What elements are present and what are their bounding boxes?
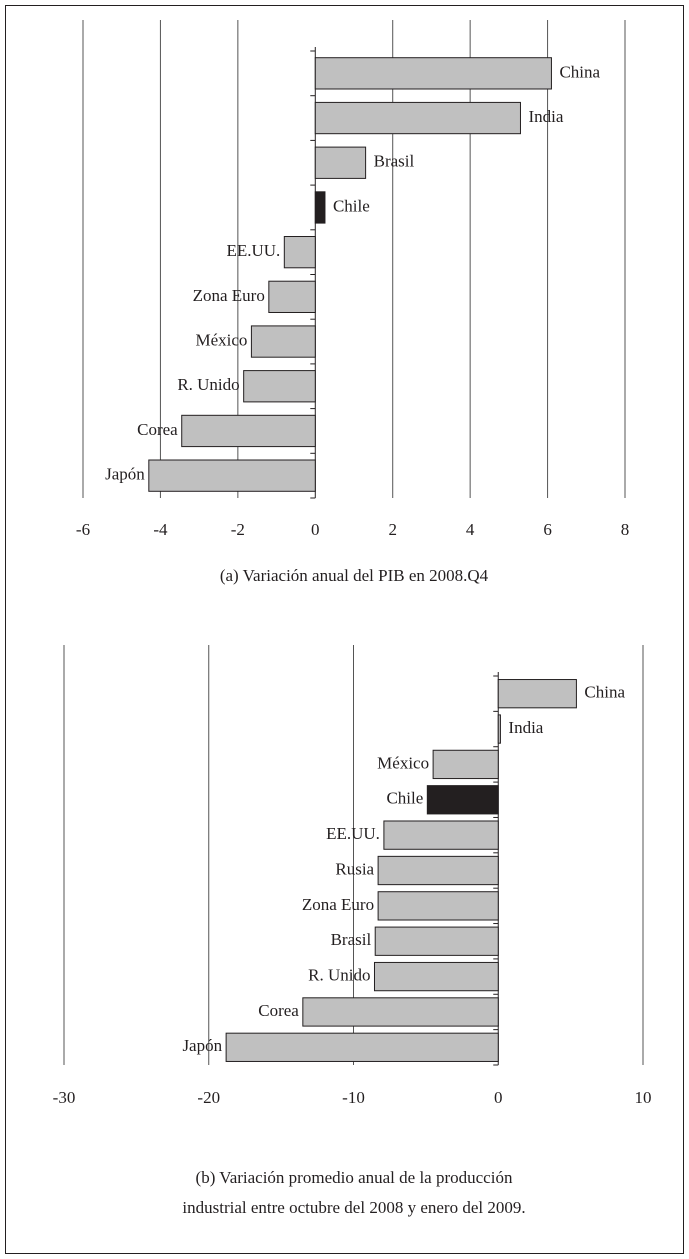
bar-label: Corea xyxy=(258,1001,299,1020)
x-tick-label: -10 xyxy=(342,1088,365,1107)
bar xyxy=(243,370,316,403)
bar-label: Brasil xyxy=(331,930,372,949)
x-tick-label: 8 xyxy=(621,520,630,539)
bar-label: Corea xyxy=(137,420,178,439)
bar xyxy=(314,57,552,90)
bar xyxy=(283,236,316,269)
bar xyxy=(225,1032,499,1062)
bar xyxy=(314,191,326,224)
x-tick-label: 6 xyxy=(543,520,552,539)
x-tick-label: -4 xyxy=(153,520,168,539)
bar xyxy=(374,926,499,956)
bar xyxy=(377,855,499,886)
bar xyxy=(268,280,316,313)
bar-label: México xyxy=(377,753,429,772)
bar xyxy=(497,714,501,744)
bar-label: EE.UU. xyxy=(326,824,380,843)
bar-label: R. Unido xyxy=(308,965,370,984)
bar-label: Japón xyxy=(105,465,145,484)
bar-label: Chile xyxy=(333,196,370,215)
x-tick-label: 0 xyxy=(311,520,320,539)
bar-label: China xyxy=(584,683,625,702)
bar-label: México xyxy=(195,330,247,349)
chart-caption: industrial entre octubre del 2008 y ener… xyxy=(182,1198,525,1217)
bar xyxy=(302,997,499,1027)
bar xyxy=(383,820,499,850)
x-tick-label: 4 xyxy=(466,520,475,539)
x-tick-label: -6 xyxy=(76,520,90,539)
bar-label: EE.UU. xyxy=(226,241,280,260)
bar-label: Brasil xyxy=(374,152,415,171)
bar xyxy=(148,459,316,492)
bar xyxy=(497,679,577,709)
bar xyxy=(314,146,367,179)
bar-label: India xyxy=(508,718,543,737)
bar xyxy=(314,101,521,135)
bar-label: R. Unido xyxy=(177,375,239,394)
bar xyxy=(373,961,499,992)
bar xyxy=(181,414,316,448)
chart-caption: (b) Variación promedio anual de la produ… xyxy=(196,1168,513,1187)
bar xyxy=(377,891,499,921)
bar xyxy=(432,749,499,780)
bar-label: India xyxy=(528,107,563,126)
x-tick-label: 2 xyxy=(388,520,397,539)
bar-label: Rusia xyxy=(335,859,374,878)
bar-label: China xyxy=(559,62,600,81)
x-tick-label: -2 xyxy=(231,520,245,539)
x-tick-label: -20 xyxy=(197,1088,220,1107)
x-tick-label: 0 xyxy=(494,1088,503,1107)
chart-caption: (a) Variación anual del PIB en 2008.Q4 xyxy=(220,566,489,585)
x-tick-label: -30 xyxy=(53,1088,76,1107)
bar xyxy=(426,785,499,815)
x-tick-label: 10 xyxy=(635,1088,652,1107)
bar-label: Zona Euro xyxy=(193,286,265,305)
bar-label: Japón xyxy=(182,1036,222,1055)
bar-label: Zona Euro xyxy=(302,895,374,914)
bar xyxy=(250,325,316,358)
frame xyxy=(5,5,684,1254)
bar-label: Chile xyxy=(386,789,423,808)
